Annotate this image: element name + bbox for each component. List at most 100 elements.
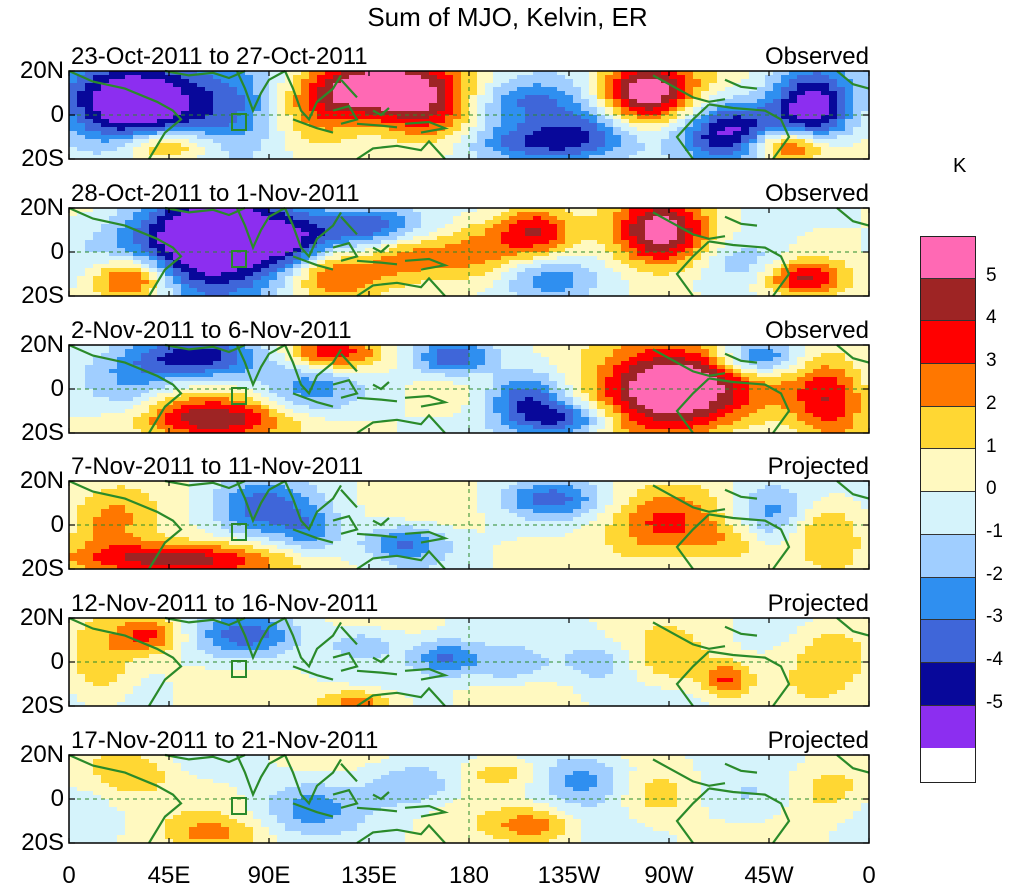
anomaly-cell — [181, 151, 190, 156]
anomaly-cell — [333, 131, 342, 136]
anomaly-cell — [429, 83, 438, 88]
anomaly-cell — [125, 256, 134, 261]
anomaly-cell — [589, 228, 598, 233]
anomaly-cell — [717, 75, 726, 80]
anomaly-cell — [573, 232, 582, 237]
anomaly-cell — [861, 127, 870, 132]
panel-period: 28-Oct-2011 to 1-Nov-2011 — [71, 180, 360, 208]
anomaly-cell — [861, 268, 870, 273]
anomaly-cell — [405, 240, 414, 245]
anomaly-cell — [381, 99, 390, 104]
anomaly-cell — [309, 91, 318, 96]
anomaly-cell — [77, 143, 86, 148]
anomaly-cell — [781, 151, 790, 156]
anomaly-cell — [853, 119, 862, 124]
anomaly-cell — [181, 224, 190, 229]
anomaly-cell — [149, 349, 158, 354]
anomaly-cell — [445, 107, 454, 112]
anomaly-cell — [381, 288, 390, 293]
anomaly-cell — [365, 143, 374, 148]
anomaly-cell — [253, 349, 262, 354]
anomaly-cell — [549, 353, 558, 358]
anomaly-cell — [717, 357, 726, 362]
anomaly-cell — [117, 135, 126, 140]
anomaly-cell — [181, 91, 190, 96]
anomaly-cell — [381, 103, 390, 108]
anomaly-cell — [429, 288, 438, 293]
anomaly-cell — [821, 349, 830, 354]
anomaly-cell — [229, 353, 238, 358]
anomaly-cell — [829, 103, 838, 108]
anomaly-cell — [445, 288, 454, 293]
anomaly-cell — [765, 232, 774, 237]
anomaly-cell — [645, 151, 654, 156]
anomaly-cell — [469, 260, 478, 265]
anomaly-cell — [669, 95, 678, 100]
anomaly-cell — [261, 107, 270, 112]
anomaly-cell — [765, 357, 774, 362]
anomaly-cell — [117, 288, 126, 293]
anomaly-cell — [293, 276, 302, 281]
anomaly-cell — [653, 91, 662, 96]
anomaly-cell — [253, 361, 262, 366]
anomaly-cell — [469, 228, 478, 233]
anomaly-cell — [653, 357, 662, 362]
anomaly-cell — [293, 268, 302, 273]
anomaly-cell — [469, 357, 478, 362]
anomaly-cell — [221, 357, 230, 362]
anomaly-cell — [821, 272, 830, 277]
anomaly-cell — [517, 135, 526, 140]
anomaly-cell — [837, 83, 846, 88]
anomaly-cell — [293, 147, 302, 152]
anomaly-cell — [157, 216, 166, 221]
anomaly-cell — [93, 256, 102, 261]
anomaly-cell — [549, 220, 558, 225]
anomaly-cell — [421, 99, 430, 104]
anomaly-cell — [341, 276, 350, 281]
anomaly-cell — [605, 119, 614, 124]
anomaly-cell — [157, 349, 166, 354]
anomaly-cell — [141, 123, 150, 128]
anomaly-cell — [757, 260, 766, 265]
anomaly-cell — [541, 349, 550, 354]
anomaly-cell — [405, 216, 414, 221]
anomaly-cell — [589, 139, 598, 144]
anomaly-cell — [285, 119, 294, 124]
anomaly-cell — [109, 256, 118, 261]
anomaly-cell — [805, 220, 814, 225]
anomaly-cell — [805, 87, 814, 92]
anomaly-cell — [93, 135, 102, 140]
anomaly-cell — [533, 123, 542, 128]
anomaly-cell — [629, 288, 638, 293]
anomaly-cell — [749, 147, 758, 152]
anomaly-cell — [277, 119, 286, 124]
anomaly-cell — [709, 357, 718, 362]
anomaly-cell — [365, 107, 374, 112]
anomaly-cell — [253, 127, 262, 132]
anomaly-cell — [285, 280, 294, 285]
anomaly-cell — [581, 87, 590, 92]
anomaly-cell — [373, 236, 382, 241]
anomaly-cell — [581, 135, 590, 140]
anomaly-cell — [565, 244, 574, 249]
anomaly-cell — [421, 353, 430, 358]
anomaly-cell — [485, 244, 494, 249]
anomaly-cell — [477, 280, 486, 285]
anomaly-cell — [757, 228, 766, 233]
anomaly-cell — [213, 216, 222, 221]
anomaly-cell — [365, 268, 374, 273]
anomaly-cell — [589, 87, 598, 92]
anomaly-cell — [229, 288, 238, 293]
anomaly-cell — [565, 361, 574, 366]
anomaly-cell — [541, 284, 550, 289]
anomaly-cell — [773, 220, 782, 225]
anomaly-cell — [93, 115, 102, 120]
anomaly-cell — [189, 91, 198, 96]
anomaly-cell — [853, 260, 862, 265]
anomaly-cell — [469, 115, 478, 120]
anomaly-cell — [413, 268, 422, 273]
anomaly-cell — [109, 288, 118, 293]
anomaly-cell — [741, 123, 750, 128]
anomaly-cell — [613, 143, 622, 148]
anomaly-cell — [645, 123, 654, 128]
